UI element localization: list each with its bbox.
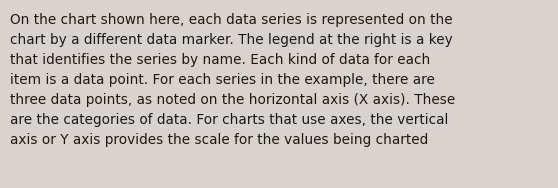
Text: On the chart shown here, each data series is represented on the
chart by a diffe: On the chart shown here, each data serie… <box>10 13 455 147</box>
